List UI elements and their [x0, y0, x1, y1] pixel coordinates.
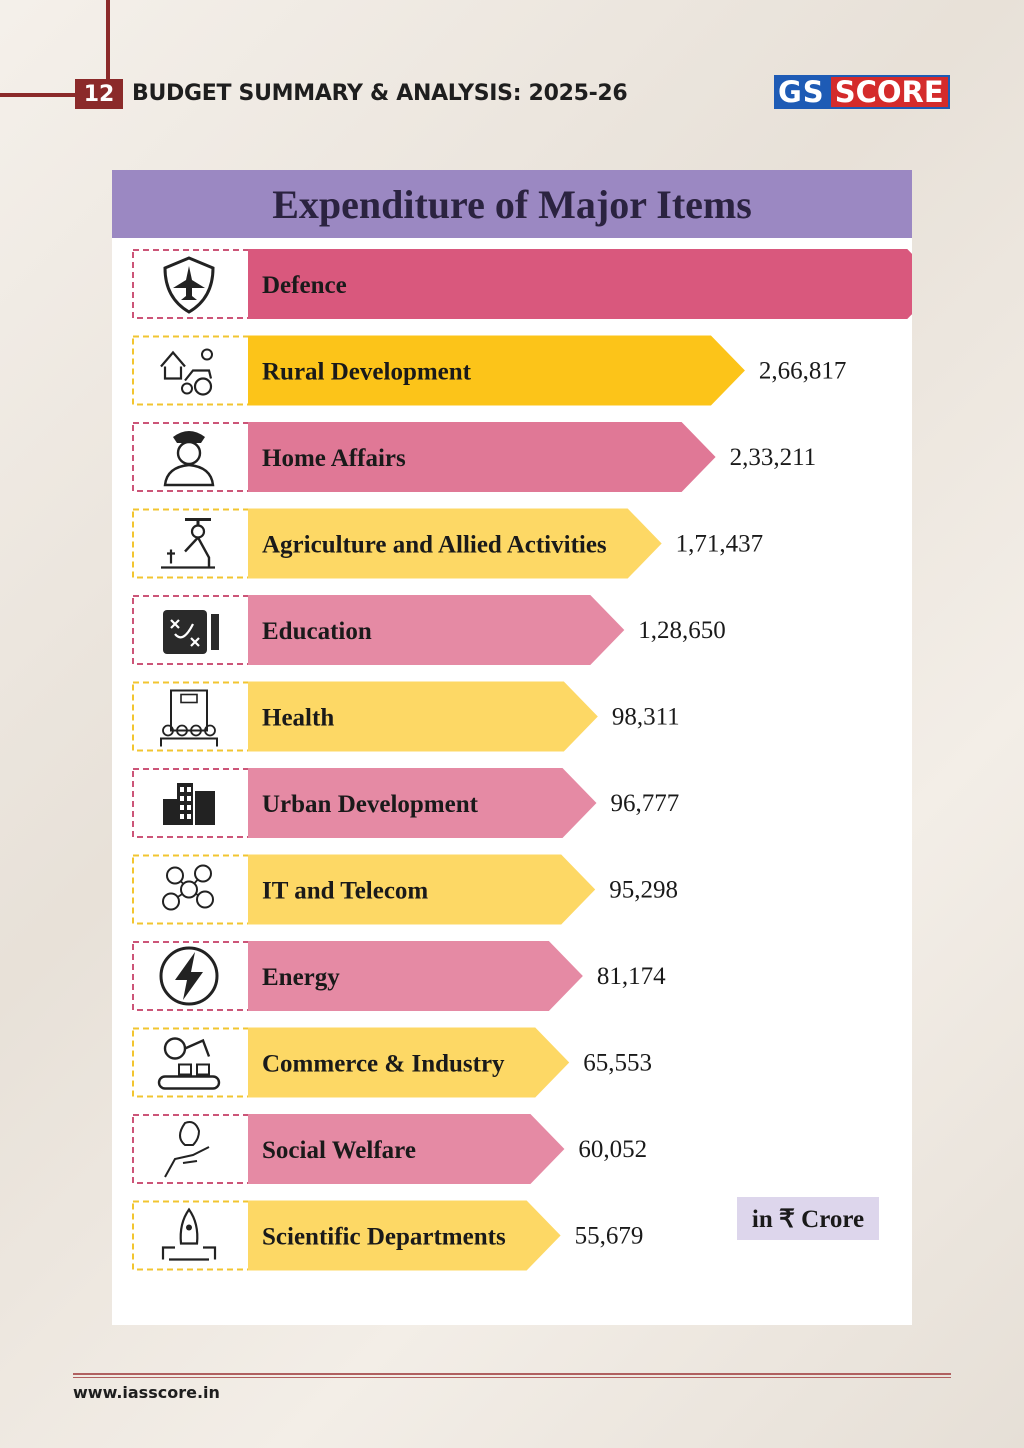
icon-box-network-people-icon — [132, 854, 250, 925]
value-label-7: 96,777 — [610, 790, 679, 817]
value-label-11: 60,052 — [578, 1136, 647, 1163]
decorative-vertical-line — [106, 0, 110, 88]
bar-label-12: Scientific Departments — [262, 1224, 506, 1251]
bar-label-9: Energy — [262, 964, 340, 991]
icon-box-idea-hand-icon — [132, 1114, 250, 1184]
value-label-2: 2,66,817 — [759, 358, 847, 385]
police-officer-icon — [163, 431, 215, 487]
footer-url: www.iasscore.in — [73, 1383, 220, 1402]
bar-9 — [248, 941, 583, 1011]
bar-12 — [248, 1200, 561, 1271]
chart-title-bar: Expenditure of Major Items — [112, 170, 912, 238]
bar-11 — [248, 1114, 565, 1184]
idea-hand-icon — [164, 1121, 210, 1178]
logo-part-score: SCORE — [828, 75, 950, 109]
bar-label-1: Defence — [262, 272, 347, 299]
value-label-5: 1,28,650 — [638, 617, 726, 644]
farmer-planting-icon — [161, 518, 215, 569]
lightning-bolt-icon — [159, 946, 219, 1006]
icon-box-shield-jet-icon — [132, 249, 250, 319]
bar-7 — [248, 768, 597, 838]
icon-box-farmer-planting-icon — [132, 508, 250, 579]
bar-label-3: Home Affairs — [262, 445, 406, 472]
value-label-12: 55,679 — [575, 1223, 644, 1250]
bar-4 — [248, 508, 662, 579]
chart-card: Expenditure of Major Items Defence4,91,7… — [112, 170, 912, 1325]
value-label-8: 95,298 — [609, 877, 678, 904]
value-label-4: 1,71,437 — [676, 531, 764, 558]
bar-label-4: Agriculture and Allied Activities — [262, 532, 607, 559]
chart-title: Expenditure of Major Items — [272, 181, 752, 227]
decorative-horizontal-line — [0, 93, 75, 97]
icon-box-city-buildings-icon — [132, 768, 250, 838]
hospital-people-icon — [160, 689, 218, 747]
bar-label-2: Rural Development — [262, 359, 472, 386]
icon-box-robotic-factory-icon — [132, 1027, 250, 1098]
unit-label: in ₹ Crore — [737, 1197, 879, 1240]
icon-box-hospital-people-icon — [132, 681, 250, 752]
bar-1 — [248, 249, 912, 319]
network-people-icon — [162, 864, 214, 911]
bar-8 — [248, 854, 596, 925]
icon-box-farm-tractor-icon — [132, 335, 250, 406]
bar-label-11: Social Welfare — [262, 1137, 416, 1164]
bar-6 — [248, 681, 598, 752]
value-label-9: 81,174 — [597, 963, 666, 990]
rocket-launch-icon — [161, 1207, 217, 1261]
robotic-factory-icon — [157, 1037, 221, 1090]
bar-chart: Defence4,91,732Rural Development2,66,817… — [132, 249, 912, 1271]
bar-label-10: Commerce & Industry — [262, 1051, 505, 1078]
city-buildings-icon — [163, 783, 215, 825]
icon-box-rocket-launch-icon — [132, 1200, 250, 1271]
bar-2 — [248, 335, 745, 406]
icon-box-police-officer-icon — [132, 422, 250, 492]
footer-divider — [73, 1373, 951, 1375]
bar-label-8: IT and Telecom — [262, 878, 428, 905]
farm-tractor-icon — [160, 348, 213, 396]
gsscore-logo: GS SCORE — [774, 75, 950, 109]
logo-part-gs: GS — [774, 75, 829, 109]
value-label-3: 2,33,211 — [730, 444, 817, 471]
icon-box-strategy-board-icon — [132, 595, 250, 665]
value-label-10: 65,553 — [583, 1050, 652, 1077]
strategy-board-icon — [163, 610, 219, 654]
header-title: BUDGET SUMMARY & ANALYSIS: 2025-26 — [132, 81, 628, 106]
shield-jet-icon — [163, 256, 215, 314]
bar-label-6: Health — [262, 705, 334, 732]
page-number-badge: 12 — [75, 79, 123, 109]
bar-3 — [248, 422, 716, 492]
icon-box-lightning-bolt-icon — [132, 941, 250, 1011]
footer-divider-thin — [73, 1377, 951, 1378]
bar-label-5: Education — [262, 618, 372, 645]
bar-label-7: Urban Development — [262, 791, 479, 818]
bar-10 — [248, 1027, 570, 1098]
value-label-6: 98,311 — [612, 704, 680, 731]
bar-5 — [248, 595, 625, 665]
